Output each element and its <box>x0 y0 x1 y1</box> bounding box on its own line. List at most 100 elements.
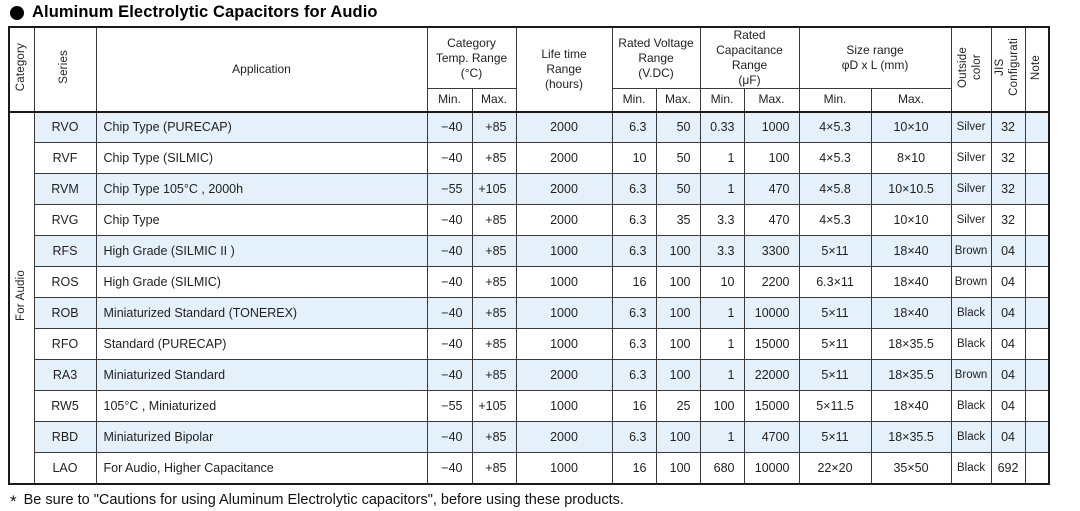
cell-temp-min: −40 <box>426 111 473 143</box>
cell-v-max: 100 <box>655 421 701 453</box>
table-row: ROB Miniaturized Standard (TONEREX) −40 +85… <box>9 297 1050 329</box>
cell-series: RVF <box>33 142 97 174</box>
cell-temp-min: −40 <box>426 297 473 329</box>
cell-v-min: 16 <box>611 266 657 298</box>
cell-application: Chip Type <box>95 204 428 236</box>
cell-series: RBD <box>33 421 97 453</box>
cell-application: For Audio, Higher Capacitance <box>95 452 428 484</box>
table-row: RA3 Miniaturized Standard −40 +85 2000 6.3 100… <box>9 359 1050 391</box>
cell-jis: 692 <box>990 452 1026 484</box>
header-size-max: Max. <box>870 88 952 113</box>
cell-life: 1000 <box>515 235 613 267</box>
cell-temp-max: +85 <box>471 204 517 236</box>
cell-color: Black <box>950 421 992 453</box>
cell-c-max: 1000 <box>743 111 800 143</box>
cell-size-max: 35×50 <box>870 452 952 484</box>
cell-size-min: 22×20 <box>798 452 872 484</box>
cell-life: 2000 <box>515 111 613 143</box>
table-row: RVF Chip Type (SILMIC) −40 +85 2000 10 50 1 100 4… <box>9 142 1050 174</box>
cell-color: Silver <box>950 204 992 236</box>
cell-size-max: 18×40 <box>870 297 952 329</box>
cell-size-min: 4×5.8 <box>798 173 872 205</box>
header-voltage-max: Max. <box>655 88 701 113</box>
cell-jis: 04 <box>990 266 1026 298</box>
cell-temp-min: −40 <box>426 142 473 174</box>
table-row: LAO For Audio, Higher Capacitance −40 +85 10… <box>9 452 1050 484</box>
cell-v-max: 25 <box>655 390 701 422</box>
cell-note <box>1024 173 1050 205</box>
cell-temp-max: +85 <box>471 142 517 174</box>
cell-jis: 32 <box>990 173 1026 205</box>
cell-application: Miniaturized Standard (TONEREX) <box>95 297 428 329</box>
cell-temp-max: +85 <box>471 235 517 267</box>
cell-temp-max: +85 <box>471 359 517 391</box>
cell-temp-min: −55 <box>426 173 473 205</box>
cell-v-min: 10 <box>611 142 657 174</box>
header-life-time: Life time Range (hours) <box>515 26 613 113</box>
cell-series: RFO <box>33 328 97 360</box>
cell-v-min: 6.3 <box>611 111 657 143</box>
cell-application: Miniaturized Bipolar <box>95 421 428 453</box>
cell-temp-min: −40 <box>426 359 473 391</box>
table-row: ROS High Grade (SILMIC) −40 +85 1000 16 100 10 2… <box>9 266 1050 298</box>
cell-size-max: 18×35.5 <box>870 328 952 360</box>
cell-temp-min: −40 <box>426 204 473 236</box>
cell-c-min: 1 <box>699 297 745 329</box>
cell-jis: 04 <box>990 328 1026 360</box>
cell-note <box>1024 421 1050 453</box>
cell-series: RVM <box>33 173 97 205</box>
cell-size-max: 18×35.5 <box>870 359 952 391</box>
cell-color: Black <box>950 390 992 422</box>
cell-life: 1000 <box>515 452 613 484</box>
cell-jis: 04 <box>990 390 1026 422</box>
cell-temp-max: +85 <box>471 297 517 329</box>
cell-life: 1000 <box>515 390 613 422</box>
section-title-row: Aluminum Electrolytic Capacitors for Aud… <box>10 3 1080 22</box>
header-outside-color: Outside color <box>950 26 992 113</box>
table-row: RFO Standard (PURECAP) −40 +85 1000 6.3 100 1 15… <box>9 328 1050 360</box>
cell-temp-min: −40 <box>426 452 473 484</box>
table-row: RVM Chip Type 105°C , 2000h −55 +105 2000 6.3… <box>9 173 1050 205</box>
cell-temp-max: +105 <box>471 390 517 422</box>
cell-temp-min: −55 <box>426 390 473 422</box>
cell-c-max: 2200 <box>743 266 800 298</box>
header-voltage-min: Min. <box>611 88 657 113</box>
header-size-range: Size range φD x L (mm) <box>798 26 952 89</box>
cell-series: ROB <box>33 297 97 329</box>
cell-temp-max: +85 <box>471 328 517 360</box>
cell-size-max: 8×10 <box>870 142 952 174</box>
cell-v-max: 50 <box>655 111 701 143</box>
category-cell: For Audio <box>8 111 35 484</box>
cell-note <box>1024 235 1050 267</box>
cell-size-min: 5×11 <box>798 235 872 267</box>
table-row: RBD Miniaturized Bipolar −40 +85 2000 6.3 100 1… <box>9 421 1050 453</box>
cell-series: RW5 <box>33 390 97 422</box>
header-jis-configuration-label: JIS Configurati <box>994 38 1021 97</box>
cell-c-max: 15000 <box>743 328 800 360</box>
header-temp-min: Min. <box>426 88 473 113</box>
cell-size-min: 6.3×11 <box>798 266 872 298</box>
cell-color: Black <box>950 452 992 484</box>
cell-v-min: 6.3 <box>611 328 657 360</box>
cell-jis: 32 <box>990 142 1026 174</box>
header-category-label: Category <box>14 43 27 92</box>
cell-series: RFS <box>33 235 97 267</box>
cell-v-min: 6.3 <box>611 297 657 329</box>
table-row: RW5 105°C , Miniaturized −55 +105 1000 16 25 10… <box>9 390 1050 422</box>
cell-c-max: 22000 <box>743 359 800 391</box>
cell-size-max: 18×40 <box>870 266 952 298</box>
cell-note <box>1024 297 1050 329</box>
capacitor-spec-table: Category Series Application Category Tem… <box>8 26 1051 485</box>
cell-c-min: 0.33 <box>699 111 745 143</box>
cell-jis: 04 <box>990 359 1026 391</box>
cell-size-min: 4×5.3 <box>798 204 872 236</box>
cell-c-min: 1 <box>699 359 745 391</box>
cell-application: 105°C , Miniaturized <box>95 390 428 422</box>
cell-note <box>1024 359 1050 391</box>
cell-color: Black <box>950 297 992 329</box>
cell-c-max: 15000 <box>743 390 800 422</box>
cell-size-min: 5×11 <box>798 297 872 329</box>
cell-temp-min: −40 <box>426 421 473 453</box>
cell-color: Silver <box>950 142 992 174</box>
